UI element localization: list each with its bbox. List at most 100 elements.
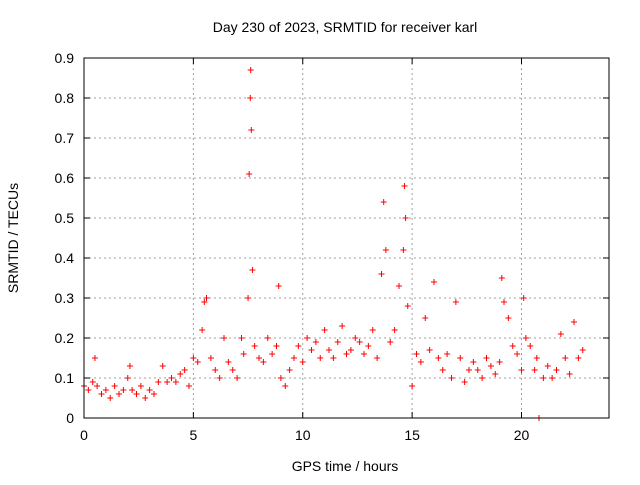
data-point bbox=[409, 383, 416, 389]
y-tick-label: 0.6 bbox=[55, 170, 75, 186]
data-point bbox=[571, 319, 577, 325]
data-point bbox=[98, 391, 105, 397]
data-point bbox=[365, 343, 372, 349]
data-point bbox=[107, 395, 114, 401]
data-point bbox=[238, 335, 245, 341]
data-point bbox=[382, 247, 389, 253]
data-point bbox=[527, 343, 534, 349]
data-point bbox=[509, 343, 516, 349]
data-point bbox=[212, 367, 219, 373]
data-point bbox=[194, 359, 201, 365]
data-point bbox=[295, 343, 302, 349]
data-point bbox=[347, 347, 354, 353]
data-point bbox=[562, 355, 569, 361]
data-point bbox=[533, 355, 540, 361]
data-point bbox=[401, 183, 408, 189]
data-point bbox=[479, 375, 486, 381]
y-tick-label: 0.9 bbox=[55, 50, 75, 66]
data-point bbox=[321, 327, 328, 333]
data-point bbox=[172, 379, 179, 385]
data-point bbox=[330, 355, 337, 361]
data-point bbox=[483, 355, 490, 361]
data-point bbox=[422, 315, 429, 321]
y-tick-label: 0 bbox=[66, 410, 74, 426]
data-point bbox=[531, 367, 538, 373]
data-point bbox=[225, 359, 232, 365]
data-point bbox=[249, 267, 256, 273]
data-point bbox=[317, 355, 324, 361]
data-point bbox=[426, 347, 433, 353]
data-point bbox=[168, 375, 175, 381]
data-point bbox=[518, 367, 525, 373]
data-point bbox=[492, 371, 499, 377]
data-point bbox=[102, 387, 109, 393]
data-point bbox=[247, 95, 254, 101]
data-point bbox=[246, 171, 253, 177]
y-tick-label: 0.4 bbox=[55, 250, 75, 266]
y-tick-label: 0.3 bbox=[55, 290, 75, 306]
data-point bbox=[396, 283, 402, 289]
data-point bbox=[207, 355, 214, 361]
data-point bbox=[549, 375, 556, 381]
data-point bbox=[339, 323, 346, 329]
data-point bbox=[129, 387, 136, 393]
data-point bbox=[400, 247, 407, 253]
data-point bbox=[251, 343, 258, 349]
data-point bbox=[435, 355, 442, 361]
data-point bbox=[575, 355, 582, 361]
data-point bbox=[190, 355, 197, 361]
data-point bbox=[334, 339, 341, 345]
data-point bbox=[275, 283, 282, 289]
data-point bbox=[369, 327, 376, 333]
data-point bbox=[269, 351, 276, 357]
data-point bbox=[474, 367, 481, 373]
x-tick-label: 0 bbox=[80, 427, 88, 443]
data-point bbox=[299, 359, 306, 365]
data-point bbox=[286, 367, 293, 373]
data-point bbox=[448, 375, 455, 381]
data-point bbox=[120, 387, 127, 393]
data-point bbox=[487, 363, 494, 369]
data-point bbox=[264, 335, 271, 341]
data-point bbox=[94, 383, 101, 389]
data-point bbox=[126, 363, 133, 369]
data-point bbox=[361, 351, 367, 357]
y-tick-label: 0.7 bbox=[55, 130, 75, 146]
data-point bbox=[520, 295, 527, 301]
data-point bbox=[91, 355, 98, 361]
data-point bbox=[159, 363, 166, 369]
x-tick-label: 20 bbox=[514, 427, 530, 443]
data-point bbox=[457, 355, 464, 361]
data-point bbox=[234, 375, 241, 381]
y-tick-label: 0.2 bbox=[55, 330, 75, 346]
data-point bbox=[431, 279, 437, 285]
data-point bbox=[245, 295, 252, 301]
data-point bbox=[177, 371, 184, 377]
data-point bbox=[501, 299, 507, 305]
data-point bbox=[374, 355, 381, 361]
data-point bbox=[240, 351, 247, 357]
data-point bbox=[540, 375, 547, 381]
data-point bbox=[181, 367, 188, 373]
data-point bbox=[352, 335, 359, 341]
data-point bbox=[387, 339, 394, 345]
data-point bbox=[553, 367, 560, 373]
data-point bbox=[260, 359, 267, 365]
data-point bbox=[142, 395, 149, 401]
data-point bbox=[461, 379, 468, 385]
y-tick-label: 0.1 bbox=[55, 370, 75, 386]
data-point bbox=[256, 355, 262, 361]
y-axis-label: SRMTID / TECUs bbox=[5, 183, 21, 293]
data-point bbox=[291, 355, 297, 361]
data-point bbox=[505, 315, 512, 321]
data-point bbox=[312, 339, 319, 345]
x-tick-label: 10 bbox=[295, 427, 311, 443]
data-point bbox=[356, 339, 363, 345]
data-point bbox=[544, 363, 551, 369]
data-point bbox=[308, 347, 315, 353]
data-point bbox=[391, 327, 398, 333]
data-point bbox=[221, 335, 227, 341]
data-point bbox=[402, 215, 409, 221]
